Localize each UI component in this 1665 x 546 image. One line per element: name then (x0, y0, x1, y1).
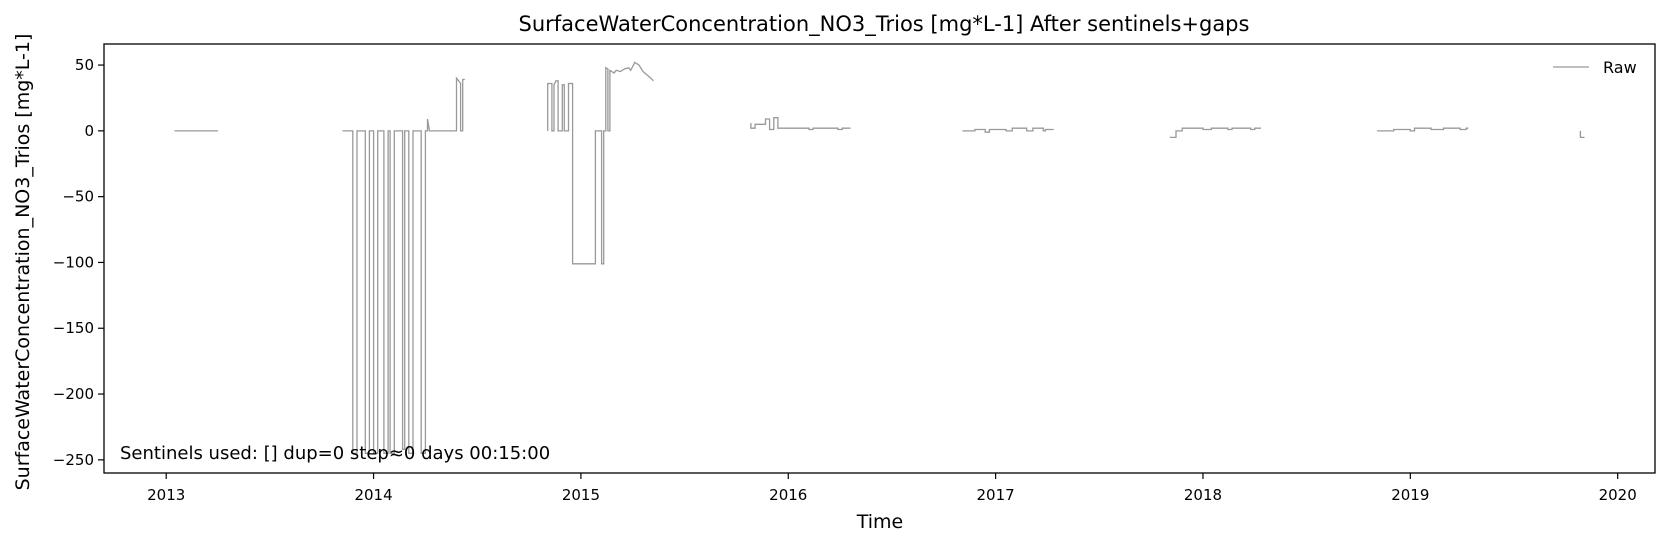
x-tick-label-2015: 2015 (562, 486, 600, 504)
plot-area (174, 61, 1585, 454)
y-tick-label--150: −150 (53, 319, 94, 337)
x-tick-label-2013: 2013 (147, 486, 185, 504)
plot-frame (103, 43, 1656, 474)
series-raw-segment-7 (1579, 130, 1585, 139)
x-tick-label-2018: 2018 (1184, 486, 1222, 504)
y-tick-label--250: −250 (53, 451, 94, 469)
x-tick-label-2020: 2020 (1599, 486, 1637, 504)
series-raw-segment-4 (962, 127, 1054, 133)
y-tick-label-50: 50 (75, 56, 94, 74)
x-tick-label-2019: 2019 (1391, 486, 1429, 504)
series-raw-segment-2 (547, 61, 654, 265)
y-tick-label--100: −100 (53, 253, 94, 271)
legend-label-raw: Raw (1603, 58, 1637, 77)
series-raw-segment-3 (750, 117, 851, 131)
series-raw-segment-6 (1377, 127, 1469, 132)
x-axis-label: Time (856, 511, 904, 533)
series-raw-segment-5 (1169, 127, 1261, 139)
y-tick-label--200: −200 (53, 385, 94, 403)
y-tick-label--50: −50 (62, 188, 94, 206)
x-tick-label-2017: 2017 (977, 486, 1015, 504)
chart-title: SurfaceWaterConcentration_NO3_Trios [mg*… (519, 12, 1250, 37)
series-raw-segment-1 (342, 76, 465, 454)
x-tick-label-2016: 2016 (769, 486, 807, 504)
y-axis-label: SurfaceWaterConcentration_NO3_Trios [mg*… (12, 34, 34, 491)
sentinel-annotation: Sentinels used: [] dup=0 step≈0 days 00:… (120, 443, 550, 464)
y-tick-label-0: 0 (84, 122, 94, 140)
x-axis: 2013 2014 2015 2016 2017 2018 2019 2020 (147, 473, 1637, 504)
y-axis: 50 0 −50 −100 −150 −200 −250 (53, 56, 104, 469)
legend: Raw (1553, 58, 1637, 77)
x-tick-label-2014: 2014 (354, 486, 392, 504)
